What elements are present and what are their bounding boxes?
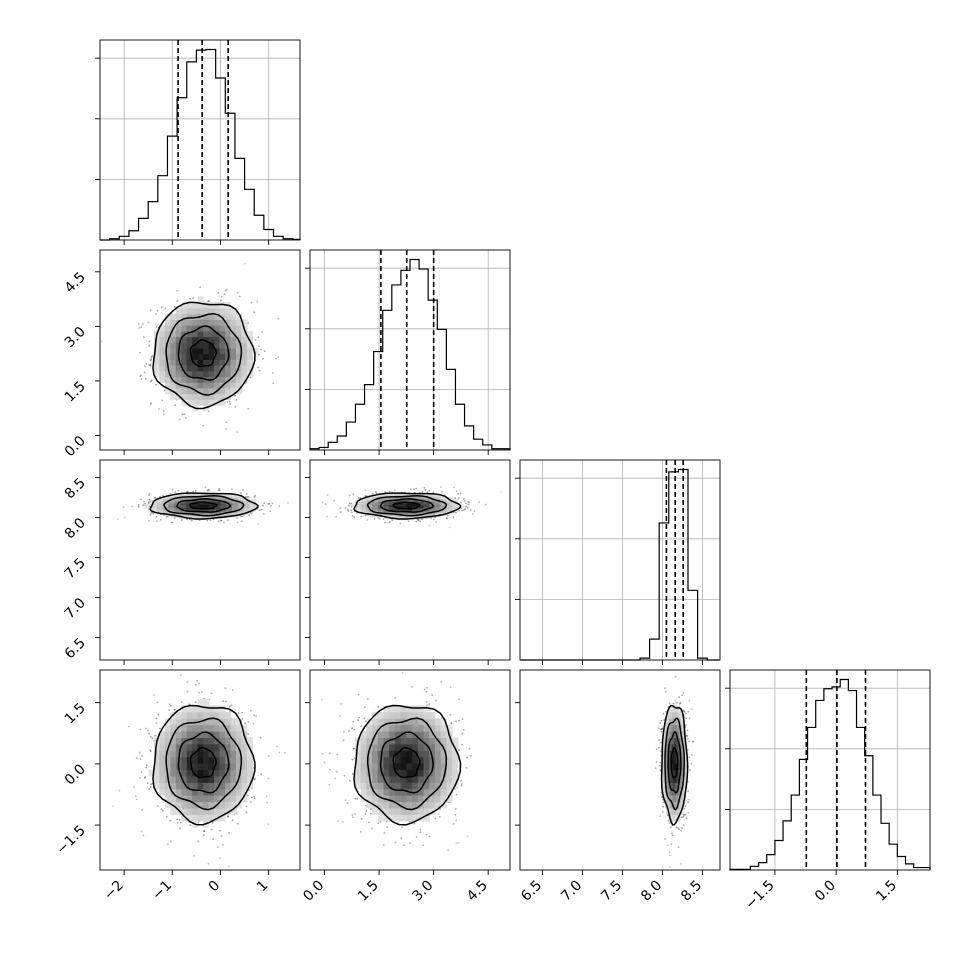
y-tick-label-1-3: 4.5 — [62, 269, 89, 296]
panel-frame-1-1 — [309, 249, 511, 451]
histogram-step-1 — [309, 258, 511, 450]
contour-2-3-0 — [670, 746, 679, 779]
hist-panel-2 — [515, 459, 721, 661]
x-tick-label-2-4: 8.5 — [678, 878, 705, 905]
contour-0-3-3 — [152, 704, 256, 826]
contour-1-3-3 — [353, 704, 462, 826]
contour-0-2-2 — [163, 495, 245, 517]
y-tick-label-2-3: 8.0 — [62, 515, 89, 542]
y-tick-label-1-1: 1.5 — [62, 378, 89, 405]
contour-0-2-0 — [188, 501, 218, 510]
contour-1-3-2 — [366, 717, 448, 811]
contour-0-3-1 — [177, 731, 230, 794]
x-tick-label-0-2: 0 — [206, 878, 224, 896]
pair-panel-0-1 — [99, 249, 301, 451]
x-tick-label-1-0: 0.0 — [300, 878, 327, 905]
y-tick-label-1-2: 3.0 — [62, 324, 89, 351]
panel-frame-2-3 — [519, 669, 721, 871]
panel-frame-0-2 — [99, 459, 301, 661]
x-tick-label-2-0: 6.5 — [518, 878, 545, 905]
pair-panel-1-2 — [309, 459, 511, 661]
y-tick-label-2-4: 8.5 — [62, 475, 89, 502]
density-map-1-3 — [355, 705, 459, 822]
x-tick-label-1-3: 4.5 — [464, 878, 491, 905]
hist-panel-1 — [305, 249, 511, 451]
x-tick-label-2-3: 8.0 — [638, 878, 665, 905]
panel-frame-1-3 — [309, 669, 511, 871]
contour-2-3-3 — [660, 704, 689, 826]
hist-panel-0 — [95, 39, 301, 241]
x-tick-label-2-2: 7.5 — [598, 878, 625, 905]
hist-panel-3 — [725, 669, 931, 871]
panel-frame-2-2 — [519, 459, 721, 661]
panel-frame-1-2 — [309, 459, 511, 661]
density-map-0-1 — [153, 296, 259, 412]
density-map-0-3 — [148, 698, 253, 828]
histogram-step-2 — [520, 468, 720, 661]
y-tick-label-3-1: 0.0 — [62, 761, 89, 788]
contour-1-2-1 — [379, 498, 434, 513]
x-tick-label-0-3: 1 — [254, 878, 272, 896]
y-tick-label-2-0: 6.5 — [62, 635, 89, 662]
x-tick-label-1-1: 1.5 — [355, 878, 382, 905]
x-tick-label-3-0: −1.5 — [742, 878, 777, 913]
contour-0-1-0 — [189, 339, 217, 368]
contour-0-1-3 — [152, 301, 256, 410]
histogram-step-3 — [729, 678, 931, 870]
pair-panel-0-3 — [99, 669, 301, 871]
panel-frame-3-3 — [729, 669, 931, 871]
contour-0-2-3 — [149, 492, 259, 520]
x-tick-label-1-2: 3.0 — [409, 878, 436, 905]
panel-frame-0-3 — [99, 669, 301, 871]
x-tick-label-3-2: 1.5 — [873, 878, 900, 905]
contour-1-2-2 — [366, 495, 448, 517]
contour-0-2-1 — [176, 498, 231, 513]
y-tick-label-1-0: 0.0 — [62, 433, 89, 460]
contour-0-3-2 — [165, 717, 243, 811]
x-tick-label-2-1: 7.0 — [558, 878, 585, 905]
contour-2-3-1 — [667, 731, 682, 794]
contour-1-2-3 — [353, 492, 462, 520]
x-tick-label-0-0: −2 — [101, 878, 127, 904]
x-tick-label-3-1: 0.0 — [812, 878, 839, 905]
contour-1-3-1 — [379, 731, 434, 794]
contour-1-2-0 — [392, 501, 421, 510]
y-tick-label-3-2: 1.5 — [62, 700, 89, 727]
histogram-step-0 — [100, 48, 301, 241]
panel-frame-0-0 — [99, 39, 301, 241]
contour-2-3-2 — [664, 717, 685, 811]
contour-1-3-0 — [392, 746, 421, 779]
pair-panel-1-3 — [309, 669, 511, 871]
pair-panel-2-3 — [519, 669, 721, 871]
contour-0-1-2 — [165, 312, 243, 396]
panel-frame-0-1 — [99, 249, 301, 451]
contour-0-3-0 — [189, 746, 217, 779]
y-tick-label-3-0: −1.5 — [53, 823, 88, 858]
contour-0-1-1 — [177, 325, 230, 381]
x-tick-label-0-1: −1 — [149, 878, 175, 904]
y-tick-label-2-2: 7.5 — [62, 555, 89, 582]
y-tick-label-2-1: 7.0 — [62, 595, 89, 622]
pair-panel-0-2 — [99, 459, 301, 661]
